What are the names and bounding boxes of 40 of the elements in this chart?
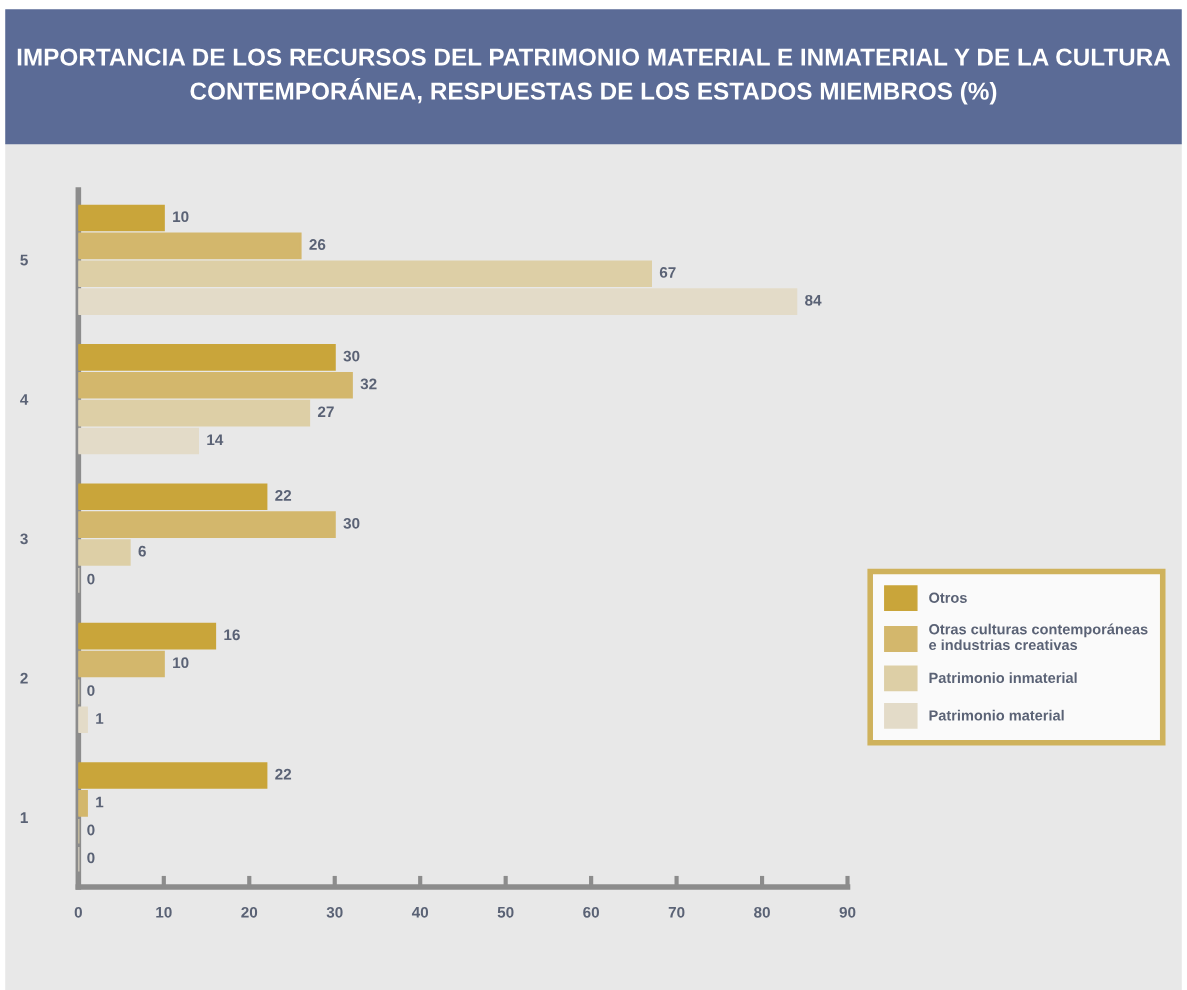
data-label: 0 <box>87 685 95 696</box>
data-label: 16 <box>224 629 240 641</box>
y-tick-label: 5 <box>20 254 28 266</box>
x-tick-label: 10 <box>156 906 172 918</box>
data-label: 30 <box>343 350 360 362</box>
chart-title: IMPORTANCIA DE LOS RECURSOS DEL PATRIMONIO MATERIAL E INMATERIAL Y DE LA CULTURA CONTEMPORÁNEA, RESPUESTAS DE LOS ESTADOS MIEMBROS (%) <box>17 48 1171 105</box>
data-label: 0 <box>87 824 95 836</box>
x-tick-label: 50 <box>497 906 514 918</box>
data-label: 84 <box>805 294 822 306</box>
data-label: 14 <box>207 434 224 445</box>
data-label: 0 <box>87 573 95 585</box>
legend-label: Otros <box>929 592 967 603</box>
y-tick-label: 3 <box>20 533 28 545</box>
legend-label: Patrimonio material <box>929 709 1064 721</box>
x-tick-label: 0 <box>74 906 82 918</box>
legend-label: Patrimonio inmaterial <box>929 672 1077 684</box>
data-label: 1 <box>96 796 104 808</box>
data-label: 6 <box>138 545 146 557</box>
legend-label: Otras culturas contemporáneas e industrias creativas <box>929 623 1148 651</box>
data-label: 1 <box>96 713 104 724</box>
x-tick-label: 90 <box>839 906 856 918</box>
x-tick-label: 70 <box>668 906 685 918</box>
data-label: 67 <box>659 267 676 278</box>
data-label: 30 <box>343 517 360 529</box>
data-label: 0 <box>87 852 95 864</box>
data-label: 22 <box>275 768 292 780</box>
x-tick-label: 30 <box>326 906 343 918</box>
data-label: 26 <box>309 239 326 250</box>
y-tick-label: 1 <box>20 812 28 823</box>
data-label: 32 <box>360 378 377 390</box>
x-tick-label: 20 <box>241 906 258 918</box>
data-label: 10 <box>173 657 189 669</box>
data-label: 10 <box>173 211 189 223</box>
data-label: 22 <box>275 490 292 501</box>
y-tick-label: 4 <box>20 394 29 405</box>
data-label: 27 <box>317 406 334 418</box>
y-tick-label: 2 <box>20 672 28 684</box>
x-tick-label: 40 <box>411 906 429 918</box>
x-tick-label: 60 <box>583 906 599 918</box>
x-tick-label: 80 <box>754 906 770 918</box>
